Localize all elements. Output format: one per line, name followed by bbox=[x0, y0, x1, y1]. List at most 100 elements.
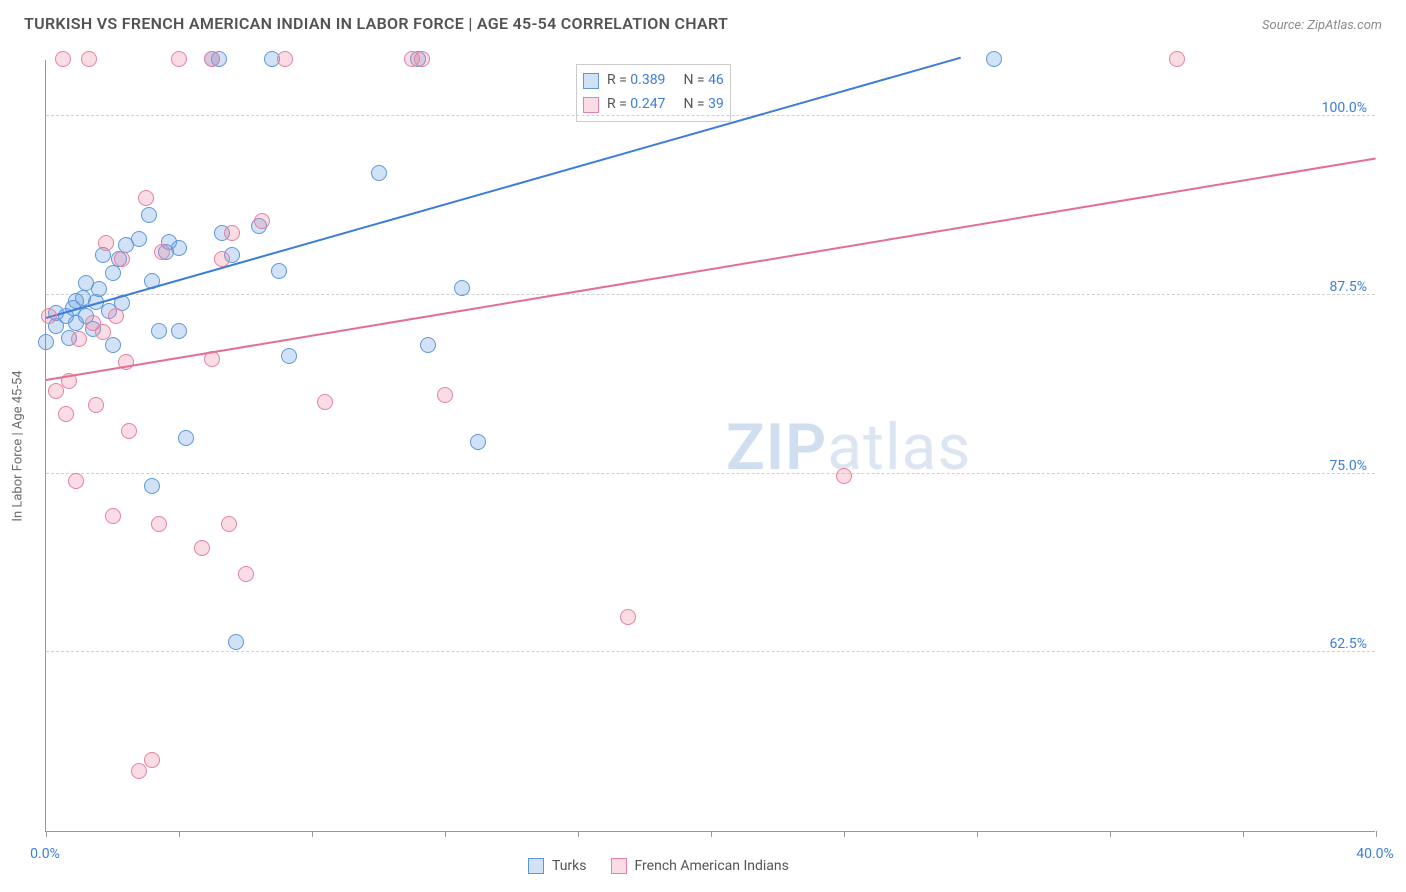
scatter-point-fai bbox=[437, 387, 453, 403]
scatter-point-turks bbox=[986, 51, 1002, 67]
scatter-point-turks bbox=[144, 478, 160, 494]
x-tick-mark bbox=[578, 831, 579, 837]
stats-n-label: N = 39 bbox=[683, 93, 723, 117]
x-tick-mark bbox=[445, 831, 446, 837]
scatter-point-fai bbox=[114, 251, 130, 267]
scatter-point-fai bbox=[238, 566, 254, 582]
stats-row-turks: R = 0.389 N = 46 bbox=[583, 69, 724, 93]
x-tick-mark bbox=[46, 831, 47, 837]
scatter-point-fai bbox=[71, 331, 87, 347]
scatter-point-turks bbox=[91, 281, 107, 297]
gridline-h bbox=[46, 294, 1375, 295]
x-tick-mark bbox=[1243, 831, 1244, 837]
stats-r-label: R = 0.247 bbox=[607, 93, 665, 117]
x-tick-mark bbox=[312, 831, 313, 837]
scatter-point-fai bbox=[55, 51, 71, 67]
legend-label: French American Indians bbox=[635, 858, 789, 874]
stats-r-value: 0.389 bbox=[630, 72, 665, 88]
source-label: Source: ZipAtlas.com bbox=[1262, 18, 1382, 33]
gridline-h bbox=[46, 651, 1375, 652]
x-tick-mark bbox=[179, 831, 180, 837]
stats-swatch-icon bbox=[583, 97, 599, 113]
scatter-point-fai bbox=[414, 51, 430, 67]
scatter-point-fai bbox=[214, 251, 230, 267]
y-axis-label: In Labor Force | Age 45-54 bbox=[11, 370, 26, 521]
x-tick-label: 0.0% bbox=[30, 846, 60, 862]
scatter-point-fai bbox=[277, 51, 293, 67]
scatter-point-turks bbox=[171, 240, 187, 256]
scatter-point-fai bbox=[88, 397, 104, 413]
watermark-bold: ZIP bbox=[726, 410, 827, 485]
scatter-point-fai bbox=[58, 406, 74, 422]
x-tick-mark bbox=[711, 831, 712, 837]
y-tick-label: 87.5% bbox=[1329, 279, 1367, 295]
scatter-point-turks bbox=[271, 263, 287, 279]
gridline-h bbox=[46, 115, 1375, 116]
legend-swatch-icon bbox=[611, 858, 627, 874]
chart-container: TURKISH VS FRENCH AMERICAN INDIAN IN LAB… bbox=[0, 0, 1406, 892]
scatter-point-fai bbox=[95, 324, 111, 340]
y-tick-label: 62.5% bbox=[1329, 636, 1367, 652]
x-tick-mark bbox=[1376, 831, 1377, 837]
scatter-point-turks bbox=[151, 323, 167, 339]
scatter-point-fai bbox=[131, 763, 147, 779]
header: TURKISH VS FRENCH AMERICAN INDIAN IN LAB… bbox=[24, 14, 1382, 33]
scatter-point-fai bbox=[98, 235, 114, 251]
scatter-point-turks bbox=[105, 265, 121, 281]
legend-item-fai: French American Indians bbox=[611, 858, 789, 874]
stats-swatch-icon bbox=[583, 73, 599, 89]
scatter-point-fai bbox=[154, 244, 170, 260]
stats-n-value: 46 bbox=[708, 72, 724, 88]
plot-area: ZIPatlas R = 0.389N = 46R = 0.247N = 39 … bbox=[45, 60, 1375, 832]
stats-r-value: 0.247 bbox=[630, 96, 665, 112]
scatter-point-turks bbox=[420, 337, 436, 353]
scatter-point-fai bbox=[41, 308, 57, 324]
scatter-point-fai bbox=[105, 508, 121, 524]
scatter-point-turks bbox=[178, 430, 194, 446]
scatter-point-fai bbox=[224, 225, 240, 241]
legend-swatch-icon bbox=[528, 858, 544, 874]
scatter-point-turks bbox=[228, 634, 244, 650]
scatter-point-turks bbox=[281, 348, 297, 364]
scatter-point-fai bbox=[138, 190, 154, 206]
trendline-fai bbox=[46, 157, 1376, 381]
legend-bottom: Turks French American Indians bbox=[528, 858, 789, 874]
scatter-point-turks bbox=[470, 434, 486, 450]
scatter-point-turks bbox=[371, 165, 387, 181]
scatter-point-fai bbox=[81, 51, 97, 67]
scatter-point-fai bbox=[194, 540, 210, 556]
scatter-point-fai bbox=[108, 308, 124, 324]
scatter-point-turks bbox=[141, 207, 157, 223]
scatter-point-fai bbox=[171, 51, 187, 67]
scatter-point-fai bbox=[48, 383, 64, 399]
scatter-point-fai bbox=[151, 516, 167, 532]
gridline-h bbox=[46, 473, 1375, 474]
stats-row-fai: R = 0.247 N = 39 bbox=[583, 93, 724, 117]
scatter-point-fai bbox=[317, 394, 333, 410]
scatter-point-fai bbox=[144, 752, 160, 768]
scatter-point-turks bbox=[105, 337, 121, 353]
y-tick-label: 100.0% bbox=[1322, 100, 1367, 116]
scatter-point-fai bbox=[221, 516, 237, 532]
scatter-point-fai bbox=[68, 473, 84, 489]
correlation-stats-box: R = 0.389 N = 46 R = 0.247 N = 39 bbox=[576, 64, 731, 122]
scatter-point-fai bbox=[1169, 51, 1185, 67]
scatter-point-fai bbox=[254, 213, 270, 229]
chart-title: TURKISH VS FRENCH AMERICAN INDIAN IN LAB… bbox=[24, 14, 728, 33]
x-tick-label: 40.0% bbox=[1356, 846, 1394, 862]
legend-item-turks: Turks bbox=[528, 858, 587, 874]
scatter-point-turks bbox=[171, 323, 187, 339]
y-tick-label: 75.0% bbox=[1329, 458, 1367, 474]
x-tick-mark bbox=[1110, 831, 1111, 837]
x-tick-mark bbox=[844, 831, 845, 837]
scatter-point-fai bbox=[204, 51, 220, 67]
stats-n-label: N = 46 bbox=[683, 69, 723, 93]
trendline-turks bbox=[46, 57, 961, 319]
stats-r-label: R = 0.389 bbox=[607, 69, 665, 93]
scatter-point-turks bbox=[38, 334, 54, 350]
x-tick-mark bbox=[977, 831, 978, 837]
legend-label: Turks bbox=[552, 858, 587, 874]
scatter-point-turks bbox=[131, 231, 147, 247]
scatter-point-fai bbox=[836, 468, 852, 484]
scatter-point-fai bbox=[121, 423, 137, 439]
